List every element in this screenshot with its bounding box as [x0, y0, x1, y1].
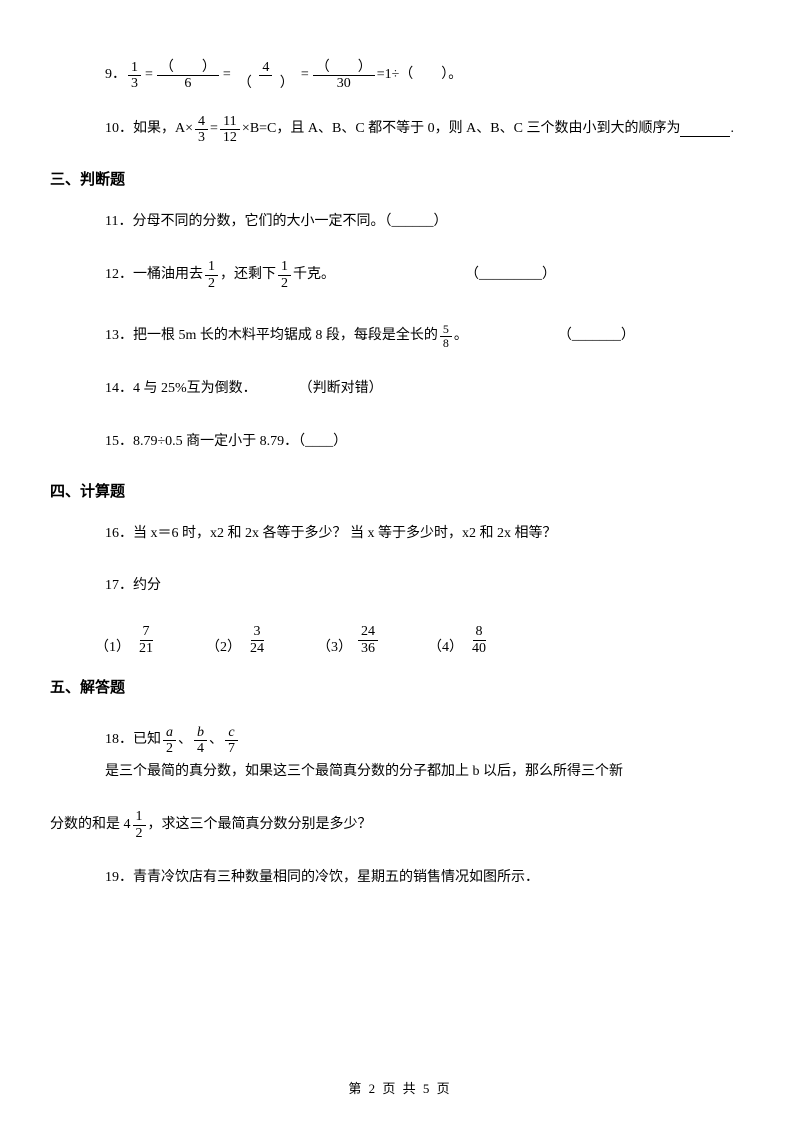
question-12: 12． 一桶油用去 1 2 ，还剩下 1 2 千克。 （_________）: [50, 259, 750, 291]
question-9: 9． 1 3 = （ ） 6 = 4 （ ） = （ ） 30 =1÷（ ）。: [50, 60, 750, 92]
question-18-line1: 18． 已知 a 2 、 b 4 、 c 7 是三个最简的真分数，如果这三个最简…: [50, 725, 750, 788]
q12-number: 12．: [105, 260, 133, 291]
question-11: 11． 分母不同的分数，它们的大小一定不同。（______）: [50, 207, 750, 238]
question-19: 19． 青青冷饮店有三种数量相同的冷饮，星期五的销售情况如图所示．: [50, 863, 750, 894]
eq: =: [210, 114, 218, 145]
eq: =: [301, 60, 309, 91]
q18-line2b: ，求这三个最简真分数分别是多少？: [148, 810, 372, 841]
question-16: 16． 当 x＝6 时，x2 和 2x 各等于多少？ 当 x 等于多少时，x2 …: [50, 519, 750, 550]
q10-number: 10．: [105, 114, 133, 145]
q17-sub1: （1） 7 21: [95, 624, 158, 656]
q12-pre: 一桶油用去: [133, 260, 203, 291]
question-14: 14． 4 与 25%互为倒数． （判断对错）: [50, 374, 750, 405]
q19-number: 19．: [105, 863, 133, 894]
q15-number: 15．: [105, 427, 133, 458]
q10-post: ×B=C，且 A、B、C 都不等于 0，则 A、B、C 三个数由小到大的顺序为: [242, 114, 681, 145]
q14-text: 4 与 25%互为倒数． （判断对错）: [133, 374, 383, 405]
q18-mid: 是三个最简的真分数，如果这三个最简真分数的分子都加上 b 以后，那么所得三个新: [105, 757, 623, 788]
q13-pre: 把一根 5m 长的木料平均锯成 8 段，每段是全长的: [133, 321, 438, 352]
section-3-heading: 三、判断题: [50, 168, 750, 189]
q9-frac2: （ ） 6: [157, 60, 219, 92]
q17-sub2: （2） 3 24: [206, 624, 269, 656]
question-13: 13． 把一根 5m 长的木料平均锯成 8 段，每段是全长的 5 8 。 （__…: [50, 321, 750, 352]
q18-line2a: 分数的和是 4: [50, 810, 131, 841]
q12-paren: （_________）: [465, 260, 556, 291]
q18-frac1: a 2: [163, 725, 176, 757]
q13-frac: 5 8: [440, 323, 452, 350]
eq: =: [223, 60, 231, 91]
q16-text: 当 x＝6 时，x2 和 2x 各等于多少？ 当 x 等于多少时，x2 和 2x…: [133, 519, 557, 550]
q19-text: 青青冷饮店有三种数量相同的冷饮，星期五的销售情况如图所示．: [133, 863, 539, 894]
q10-blank: [680, 123, 730, 137]
q11-text: 分母不同的分数，它们的大小一定不同。（______）: [132, 207, 447, 238]
q18-number: 18．: [105, 725, 133, 756]
question-10: 10． 如果，A× 4 3 = 11 12 ×B=C，且 A、B、C 都不等于 …: [50, 114, 750, 146]
q18-pre: 已知: [133, 725, 161, 756]
q18-frac3: c 7: [225, 725, 238, 757]
q13-post: 。: [454, 321, 468, 352]
q17-sub3: （3） 24 36: [317, 624, 380, 656]
section-5-heading: 五、解答题: [50, 676, 750, 697]
q17-subparts: （1） 7 21 （2） 3 24 （3） 24 36 （4） 8 40: [50, 624, 750, 656]
q13-number: 13．: [105, 321, 133, 352]
q17-text: 约分: [133, 571, 161, 602]
sep: 、: [178, 725, 192, 756]
q17-frac3: 24 36: [358, 624, 378, 656]
q12-mid: ，还剩下: [220, 260, 276, 291]
q13-paren: （_______）: [558, 321, 635, 352]
q17-frac4: 8 40: [469, 624, 489, 656]
q17-sub4: （4） 8 40: [428, 624, 491, 656]
q17-frac1: 7 21: [136, 624, 156, 656]
q12-frac1: 1 2: [205, 259, 218, 291]
q9-frac3: 4 （ ）: [235, 60, 297, 92]
q14-number: 14．: [105, 374, 133, 405]
q12-post: 千克。: [293, 260, 335, 291]
q17-number: 17．: [105, 571, 133, 602]
q9-number: 9．: [105, 60, 126, 91]
question-18-line2: 分数的和是 4 1 2 ，求这三个最简真分数分别是多少？: [50, 809, 750, 841]
q10-pre: 如果，A×: [133, 114, 193, 145]
q10-frac1: 4 3: [195, 114, 208, 146]
page-footer: 第 2 页 共 5 页: [0, 1078, 800, 1097]
q12-frac2: 1 2: [278, 259, 291, 291]
q17-frac2: 3 24: [247, 624, 267, 656]
section-4-heading: 四、计算题: [50, 480, 750, 501]
q9-frac4: （ ） 30: [313, 60, 375, 92]
sep: 、: [209, 725, 223, 756]
q9-frac1: 1 3: [128, 60, 141, 92]
q11-number: 11．: [105, 207, 132, 238]
eq: =: [145, 60, 153, 91]
q16-number: 16．: [105, 519, 133, 550]
q18-frac2: b 4: [194, 725, 207, 757]
question-17: 17． 约分: [50, 571, 750, 602]
q15-text: 8.79÷0.5 商一定小于 8.79．（____）: [133, 427, 347, 458]
q10-dot: .: [730, 114, 734, 145]
q9-tail: =1÷（ ）。: [377, 60, 463, 91]
q10-frac2: 11 12: [220, 114, 240, 146]
question-15: 15． 8.79÷0.5 商一定小于 8.79．（____）: [50, 427, 750, 458]
q18-frac4: 1 2: [133, 809, 146, 841]
